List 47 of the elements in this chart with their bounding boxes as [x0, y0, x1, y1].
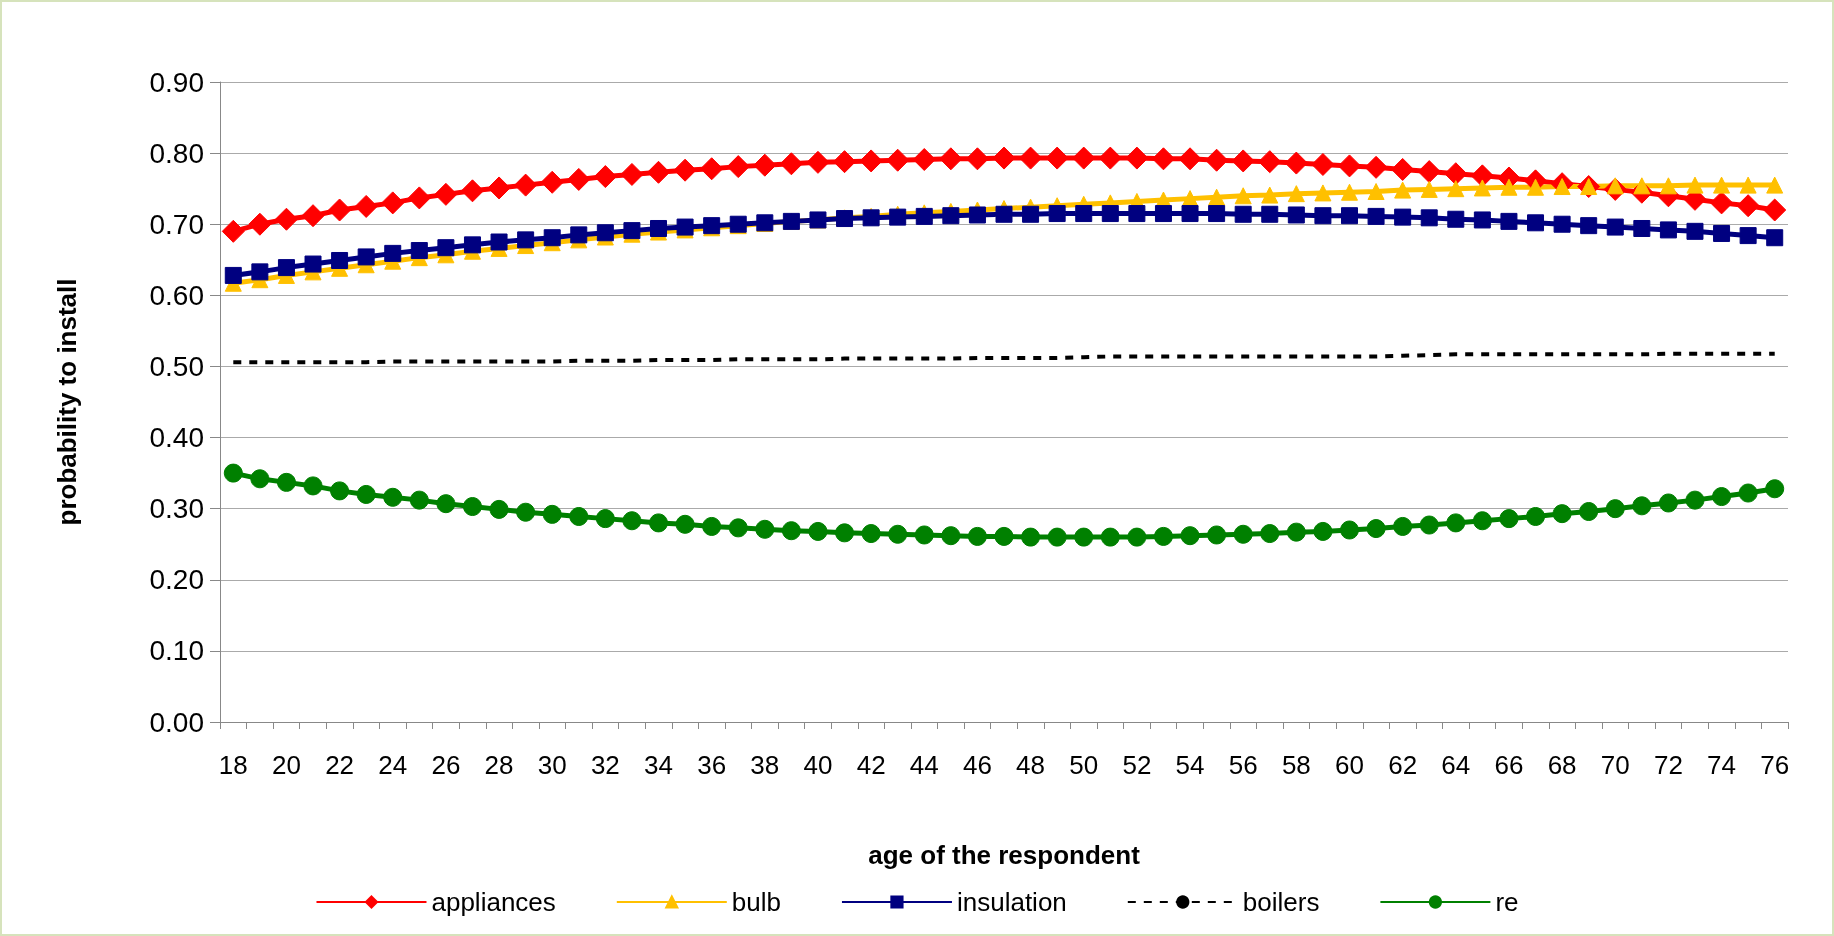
x-tick-label: 18 [218, 750, 248, 780]
x-axis-title: age of the respondent [868, 840, 1141, 870]
x-tick-label: 70 [1600, 750, 1630, 780]
x-tick-label: 58 [1281, 750, 1311, 780]
x-tick-label: 28 [484, 750, 514, 780]
x-tick-label: 68 [1547, 750, 1577, 780]
y-tick-label: 0.40 [149, 422, 204, 454]
x-tick-label: 66 [1494, 750, 1524, 780]
x-tick-label: 52 [1122, 750, 1152, 780]
x-tick-label: 32 [590, 750, 620, 780]
x-tick-label: 62 [1388, 750, 1418, 780]
y-tick-label: 0.70 [149, 208, 204, 240]
x-tick-label: 36 [697, 750, 727, 780]
x-tick-label: 38 [750, 750, 780, 780]
x-tick-label: 54 [1175, 750, 1205, 780]
x-tick-label: 26 [431, 750, 461, 780]
y-tick-label: 0.10 [149, 635, 204, 667]
y-tick-label: 0.50 [149, 350, 204, 382]
y-tick-label: 0.60 [149, 279, 204, 311]
legend-label: re [1495, 887, 1519, 917]
x-tick-label: 34 [644, 750, 673, 780]
x-tick-label: 44 [909, 750, 939, 780]
x-tick-label: 50 [1069, 750, 1099, 780]
x-tick-label: 24 [378, 750, 408, 780]
legend-label: appliances [431, 887, 556, 917]
y-tick-label: 0.00 [149, 706, 204, 738]
x-tick-label: 48 [1016, 750, 1046, 780]
x-tick-label: 40 [803, 750, 833, 780]
x-tick-label: 56 [1228, 750, 1258, 780]
y-tick-label: 0.30 [149, 493, 204, 525]
x-tick-label: 20 [271, 750, 301, 780]
x-tick-label: 46 [962, 750, 992, 780]
legend-label: boilers [1242, 887, 1320, 917]
x-tick-label: 76 [1760, 750, 1790, 780]
y-tick-label: 0.90 [149, 66, 204, 98]
legend-label: insulation [956, 887, 1067, 917]
x-tick-label: 72 [1653, 750, 1683, 780]
x-tick-label: 42 [856, 750, 886, 780]
x-tick-label: 22 [325, 750, 355, 780]
y-axis-title: probability to install [52, 278, 82, 526]
x-tick-label: 30 [537, 750, 567, 780]
legend-label: bulb [731, 887, 781, 917]
y-tick-label: 0.20 [149, 564, 204, 596]
y-tick-label: 0.80 [149, 137, 204, 169]
x-tick-label: 64 [1441, 750, 1471, 780]
x-tick-label: 60 [1335, 750, 1364, 780]
x-tick-label: 74 [1707, 750, 1737, 780]
